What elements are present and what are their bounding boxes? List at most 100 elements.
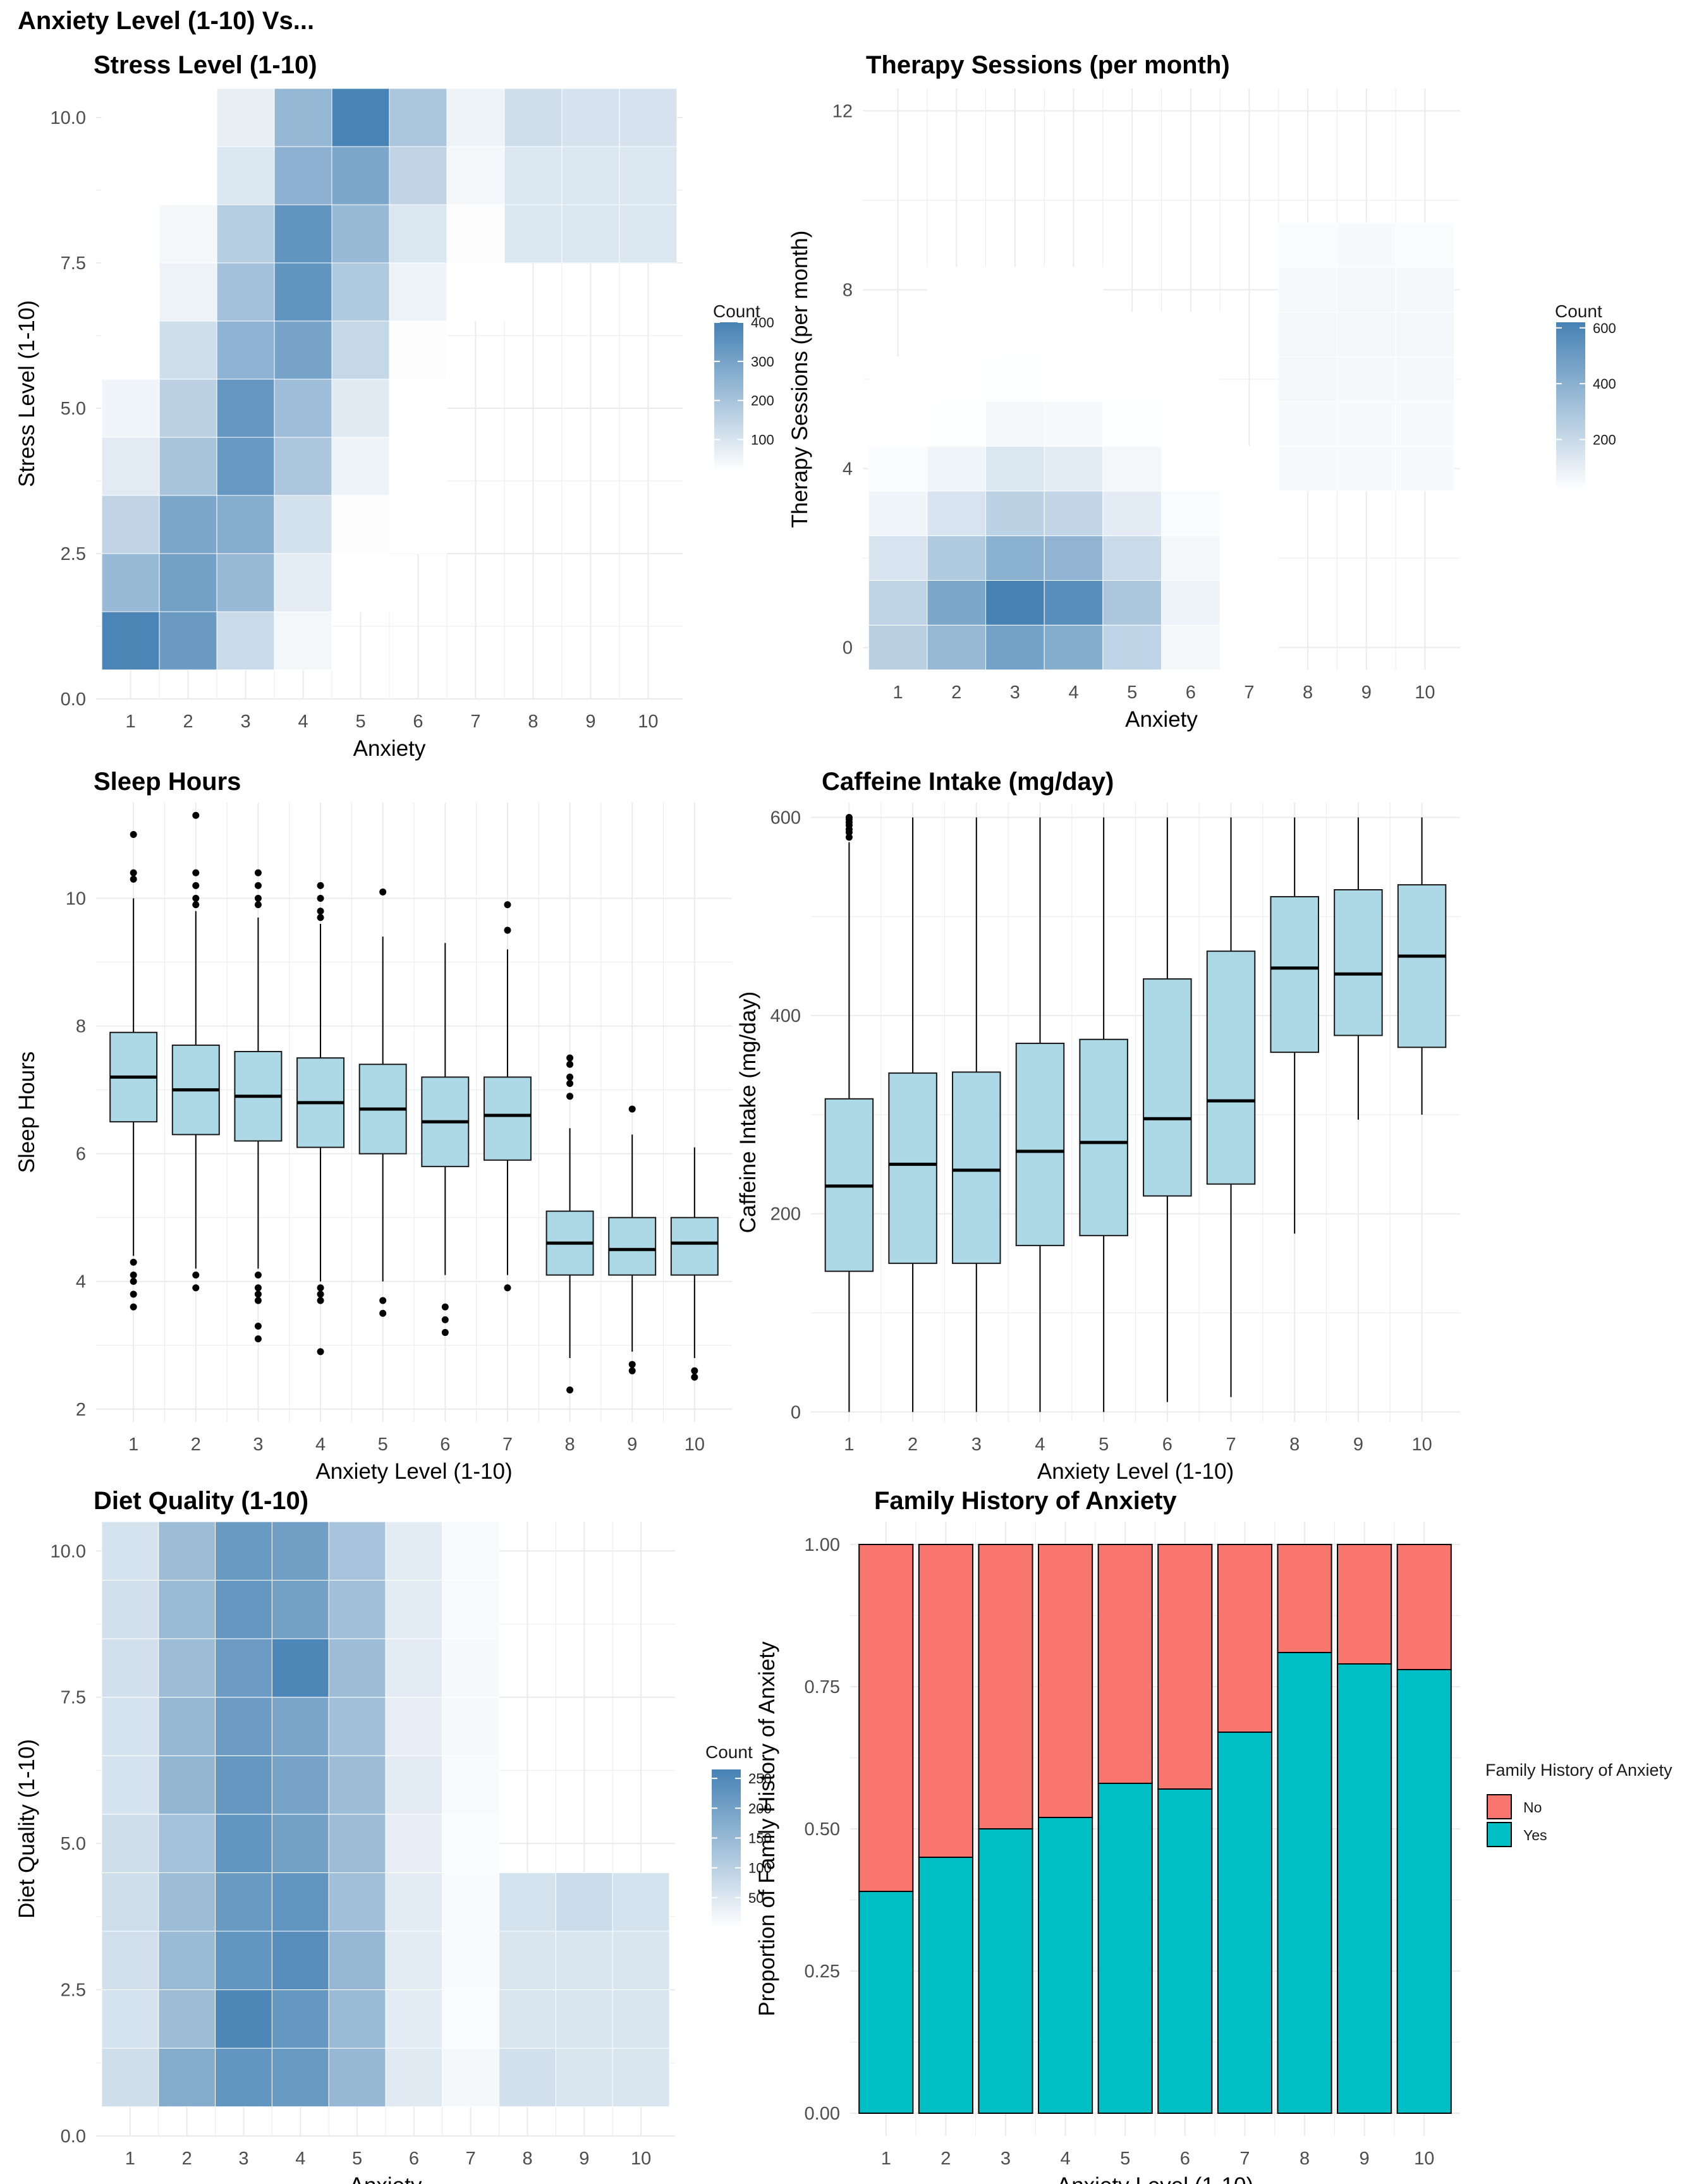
- x-tick-label: 7: [470, 712, 480, 732]
- legend-tick-label: 50: [748, 1890, 764, 1906]
- outlier-point: [130, 1290, 137, 1298]
- heatmap-tile: [158, 1814, 216, 1873]
- heatmap-tile: [985, 401, 1045, 447]
- x-tick-label: 9: [579, 2149, 589, 2169]
- panel-caffeine: Caffeine Intake (mg/day) 1 2 3 4 5 6 7 8 9 10 0 200 4…: [736, 768, 1460, 1484]
- y-tick-label: 0: [791, 1402, 801, 1423]
- heatmap-tile: [389, 262, 448, 322]
- bar-segment-no: [1097, 1544, 1153, 1784]
- heatmap-tile: [1395, 312, 1455, 358]
- heatmap-tile: [868, 356, 928, 402]
- heatmap-tile: [985, 267, 1045, 313]
- heatmap-tile: [216, 88, 275, 147]
- heatmap-tile: [274, 88, 332, 147]
- heatmap-tile: [331, 437, 390, 496]
- heatmap-tile: [216, 553, 275, 612]
- x-tick-label: 5: [1127, 682, 1137, 703]
- heatmap-tile: [216, 379, 275, 438]
- heatmap-tile: [868, 624, 928, 670]
- heatmap-tile: [504, 146, 563, 205]
- heatmap-tile: [216, 495, 275, 554]
- heatmap-tile: [215, 1931, 272, 1991]
- x-tick-label: 5: [355, 712, 365, 732]
- outlier-point: [130, 1258, 137, 1266]
- bar-segment-no: [1396, 1544, 1452, 1670]
- heatmap-tile: [1044, 624, 1104, 670]
- figure-title: Anxiety Level (1-10) Vs...: [18, 7, 314, 35]
- heatmap-tile: [1102, 446, 1162, 492]
- x-tick-label: 1: [125, 2149, 135, 2169]
- x-tick-label: 7: [502, 1435, 513, 1455]
- heatmap-tile: [985, 446, 1045, 492]
- heatmap-tile: [1278, 356, 1337, 402]
- legend-tick-label: 100: [751, 432, 774, 448]
- heatmap-tile: [389, 437, 448, 496]
- bar-segment-no: [1277, 1544, 1332, 1653]
- heatmap-tile: [1219, 579, 1279, 626]
- box: [952, 1071, 1001, 1265]
- heatmap-tile: [1044, 579, 1104, 626]
- box: [483, 1076, 532, 1161]
- heatmap-tile: [271, 1931, 329, 1991]
- legend-tick-label: 150: [748, 1830, 772, 1846]
- heatmap-tile: [1336, 312, 1396, 358]
- stress-marks: [101, 88, 678, 670]
- outlier-point: [192, 869, 200, 877]
- outlier-point: [130, 831, 137, 839]
- x-tick-label: 6: [413, 712, 423, 732]
- y-tick-label: 5.0: [61, 1834, 86, 1854]
- heatmap-tile: [1395, 401, 1455, 447]
- box: [1270, 895, 1319, 1053]
- heatmap-tile: [274, 553, 332, 612]
- heatmap-tile: [385, 1814, 443, 1873]
- heatmap-tile: [1044, 312, 1104, 358]
- stress-xlabel: Anxiety: [353, 736, 426, 761]
- heatmap-tile: [1219, 446, 1279, 492]
- y-tick-label: 200: [770, 1204, 801, 1225]
- heatmap-tile: [215, 1638, 272, 1698]
- heatmap-tile: [274, 262, 332, 322]
- bar-segment-yes: [1157, 1788, 1213, 2114]
- x-tick-label: 4: [298, 712, 308, 732]
- heatmap-tile: [612, 1989, 670, 2049]
- heatmap-tile: [555, 1989, 613, 2049]
- legend-tick-label: 100: [748, 1860, 772, 1876]
- heatmap-tile: [328, 1697, 386, 1756]
- heatmap-tile: [499, 2048, 556, 2108]
- heatmap-tile: [101, 204, 160, 264]
- heatmap-tile: [442, 1638, 500, 1698]
- outlier-point: [441, 1316, 449, 1323]
- bar-segment-yes: [1396, 1669, 1452, 2114]
- heatmap-tile: [555, 1872, 613, 1932]
- x-tick-label: 3: [238, 2149, 248, 2169]
- outlier-point: [691, 1367, 698, 1374]
- heatmap-tile: [271, 2048, 329, 2108]
- heatmap-tile: [158, 1755, 216, 1815]
- x-tick-label: 5: [378, 1435, 388, 1455]
- heatmap-tile: [442, 2048, 500, 2108]
- heatmap-tile: [385, 1638, 443, 1698]
- heatmap-tile: [442, 1931, 500, 1991]
- legend-tick-label: 400: [751, 315, 774, 331]
- heatmap-tile: [215, 1521, 272, 1581]
- y-tick-label: 0.50: [805, 1819, 840, 1840]
- outlier-point: [317, 1348, 324, 1356]
- y-tick-label: 0.75: [805, 1677, 840, 1697]
- x-tick-label: 2: [908, 1435, 918, 1455]
- heatmap-tile: [442, 1872, 500, 1932]
- outlier-point: [254, 901, 262, 909]
- outlier-point: [379, 888, 387, 895]
- heatmap-tile: [215, 1697, 272, 1756]
- sleep-xlabel: Anxiety Level (1-10): [315, 1459, 512, 1484]
- x-tick-label: 4: [1061, 2149, 1071, 2169]
- family-ylabel: Proportion of Family History of Anxiety: [755, 1641, 779, 2017]
- stress-legend: Count 100 200 300 400: [713, 301, 774, 471]
- heatmap-tile: [274, 320, 332, 380]
- box: [1143, 978, 1192, 1197]
- outlier-point: [130, 1303, 137, 1311]
- y-tick-label: 0.0: [61, 2126, 86, 2147]
- heatmap-tile: [1102, 624, 1162, 670]
- heatmap-tile: [331, 146, 390, 205]
- x-tick-label: 4: [1068, 682, 1078, 703]
